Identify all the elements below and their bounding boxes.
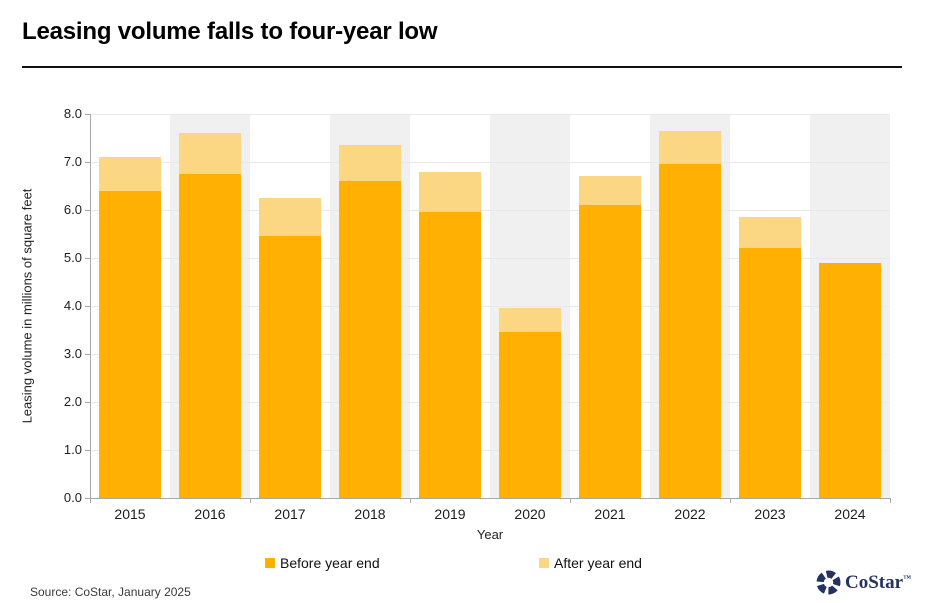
x-axis-line	[90, 498, 891, 499]
y-tick-label-3.0: 3.0	[63, 346, 82, 361]
costar-wordmark: CoStar™	[845, 572, 912, 593]
y-tick-label-4.0: 4.0	[63, 298, 82, 313]
x-tick-4	[410, 498, 411, 503]
y-axis-title: Leasing volume in millions of square fee…	[19, 188, 35, 424]
x-axis-title: Year	[476, 527, 504, 542]
x-category-label-2023: 2023	[754, 506, 786, 522]
y-tick-5.0	[85, 258, 90, 259]
bar-after-year-end-2023	[739, 217, 801, 249]
x-category-label-2017: 2017	[274, 506, 306, 522]
bar-before-year-end-2019	[419, 212, 481, 498]
bar-after-year-end-2020	[499, 308, 561, 333]
x-tick-0	[90, 498, 91, 503]
x-tick-10	[890, 498, 891, 503]
y-tick-label-0.0: 0.0	[63, 490, 82, 505]
legend-item-after-year-end: After year end	[539, 555, 642, 571]
y-tick-label-7.0: 7.0	[63, 154, 82, 169]
source-note: Source: CoStar, January 2025	[30, 585, 191, 599]
title-underline	[22, 66, 902, 68]
legend-label-before-year-end: Before year end	[280, 555, 380, 571]
x-category-label-2020: 2020	[514, 506, 546, 522]
bar-before-year-end-2017	[259, 236, 321, 498]
gridline-7	[90, 162, 890, 163]
gridline-6	[90, 210, 890, 211]
y-axis-line	[90, 114, 91, 498]
gridline-1	[90, 450, 890, 451]
x-category-label-2024: 2024	[834, 506, 866, 522]
trademark-symbol: ™	[903, 573, 912, 583]
legend-item-before-year-end: Before year end	[265, 555, 380, 571]
bar-after-year-end-2022	[659, 130, 721, 165]
bar-before-year-end-2023	[739, 248, 801, 498]
y-tick-6.0	[85, 210, 90, 211]
bar-before-year-end-2020	[499, 332, 561, 498]
y-tick-7.0	[85, 162, 90, 163]
y-tick-8.0	[85, 114, 90, 115]
x-tick-6	[570, 498, 571, 503]
y-tick-label-1.0: 1.0	[63, 442, 82, 457]
chart-title: Leasing volume falls to four-year low	[22, 18, 438, 45]
y-tick-2.0	[85, 402, 90, 403]
bar-before-year-end-2015	[99, 190, 161, 498]
legend-label-after-year-end: After year end	[554, 555, 642, 571]
bar-before-year-end-2016	[179, 174, 241, 498]
legend-swatch-after-year-end-icon	[539, 558, 549, 568]
gridline-3	[90, 354, 890, 355]
gridline-5	[90, 258, 890, 259]
costar-pinwheel-icon	[816, 570, 841, 595]
legend-swatch-before-year-end-icon	[265, 558, 275, 568]
x-category-label-2022: 2022	[674, 506, 706, 522]
y-tick-label-5.0: 5.0	[63, 250, 82, 265]
bar-after-year-end-2017	[259, 198, 321, 237]
bar-after-year-end-2016	[179, 133, 241, 174]
bar-after-year-end-2019	[419, 171, 481, 213]
bar-before-year-end-2018	[339, 181, 401, 498]
y-tick-label-8.0: 8.0	[63, 106, 82, 121]
bar-after-year-end-2018	[339, 145, 401, 182]
y-tick-label-2.0: 2.0	[63, 394, 82, 409]
gridline-2	[90, 402, 890, 403]
x-category-label-2019: 2019	[434, 506, 466, 522]
costar-logo: CoStar™	[816, 570, 911, 595]
y-tick-label-6.0: 6.0	[63, 202, 82, 217]
y-tick-4.0	[85, 306, 90, 307]
x-tick-8	[730, 498, 731, 503]
x-category-label-2015: 2015	[114, 506, 146, 522]
bar-before-year-end-2022	[659, 164, 721, 498]
y-tick-0.0	[85, 498, 90, 499]
x-category-label-2018: 2018	[354, 506, 386, 522]
gridline-8	[90, 114, 890, 115]
bar-after-year-end-2015	[99, 157, 161, 191]
bar-before-year-end-2021	[579, 205, 641, 498]
x-category-label-2021: 2021	[594, 506, 626, 522]
gridline-4	[90, 306, 890, 307]
y-tick-3.0	[85, 354, 90, 355]
x-tick-2	[250, 498, 251, 503]
bar-after-year-end-2021	[579, 176, 641, 206]
plot-area	[90, 114, 890, 498]
x-category-label-2016: 2016	[194, 506, 226, 522]
y-tick-1.0	[85, 450, 90, 451]
bar-before-year-end-2024	[819, 262, 881, 498]
